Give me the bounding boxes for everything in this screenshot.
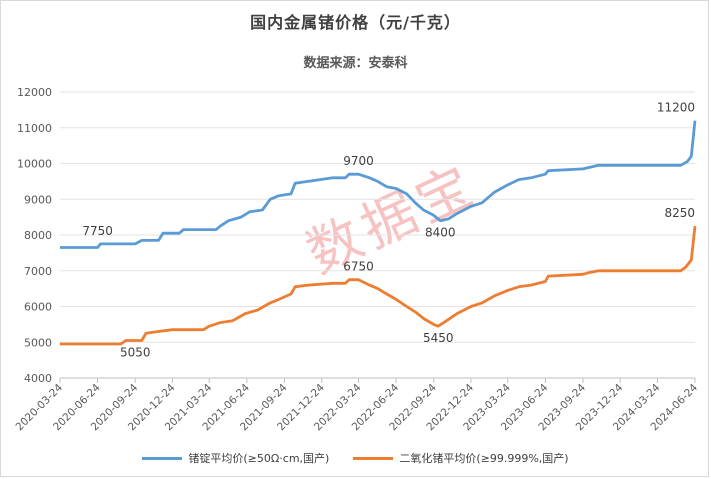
data-label: 7750 [82, 224, 113, 238]
data-label: 8400 [425, 226, 456, 240]
y-tick-label: 7000 [24, 265, 52, 278]
legend-swatch-dioxide [353, 456, 394, 460]
y-tick-label: 12000 [17, 86, 52, 99]
legend-swatch-ingot [142, 456, 183, 460]
data-label: 9700 [343, 154, 374, 168]
data-label: 11200 [657, 101, 695, 115]
y-tick-label: 4000 [24, 372, 52, 385]
legend-label-dioxide: 二氧化锗平均价(≥99.999%,国产) [399, 452, 569, 465]
data-label: 6750 [343, 260, 374, 274]
legend-label-ingot: 锗锭平均价(≥50Ω·cm,国产) [188, 452, 330, 465]
chart-title: 国内金属锗价格（元/千克） [250, 13, 461, 32]
y-tick-label: 11000 [17, 122, 52, 135]
data-label: 5050 [120, 345, 151, 359]
y-tick-label: 6000 [24, 301, 52, 314]
legend: 锗锭平均价(≥50Ω·cm,国产) 二氧化锗平均价(≥99.999%,国产) [0, 450, 711, 466]
y-tick-label: 9000 [24, 193, 52, 206]
y-tick-label: 5000 [24, 336, 52, 349]
series-line-germanium-dioxide [60, 225, 697, 346]
y-tick-label: 10000 [17, 158, 52, 171]
series-line-germanium-ingot [60, 120, 697, 249]
data-label: 5450 [423, 331, 454, 345]
chart-subtitle: 数据来源：安泰科 [303, 56, 408, 71]
legend-item-germanium-ingot: 锗锭平均价(≥50Ω·cm,国产) [142, 450, 329, 466]
legend-item-germanium-dioxide: 二氧化锗平均价(≥99.999%,国产) [353, 450, 569, 466]
y-tick-label: 8000 [24, 229, 52, 242]
data-label: 8250 [664, 206, 695, 220]
